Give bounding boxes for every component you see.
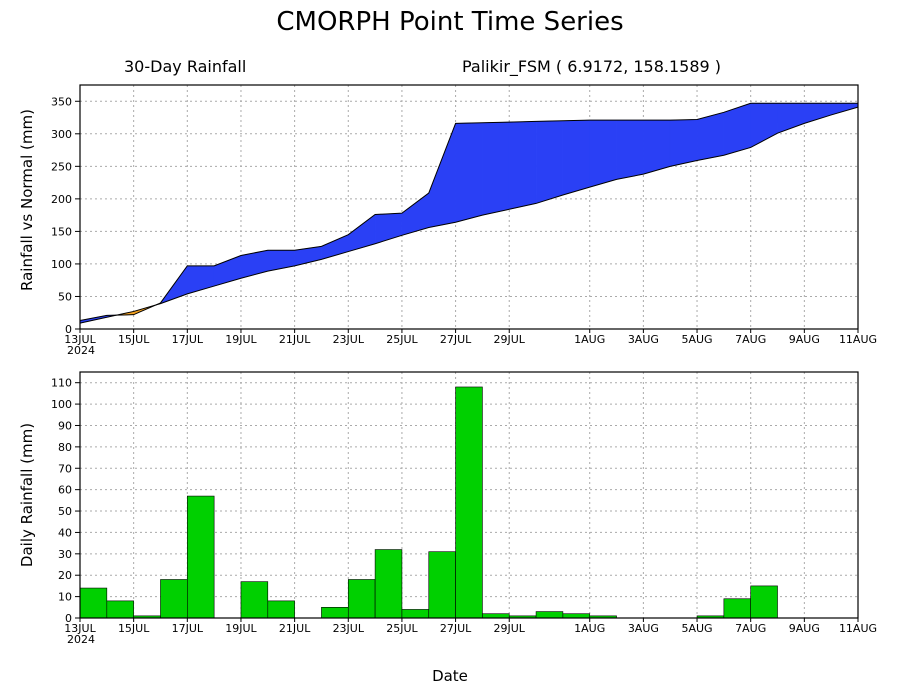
bottom-y-tick-label: 20 xyxy=(58,569,72,582)
daily-rainfall-bar xyxy=(160,579,188,619)
top-y-axis-label: Rainfall vs Normal (mm) xyxy=(18,109,36,291)
bottom-x-tick-label: 11AUG xyxy=(839,622,877,635)
above-normal-area xyxy=(643,119,671,175)
top-y-tick-label: 300 xyxy=(51,128,72,141)
daily-rainfall-panel: 0 10 20 30 40 50 60 70 80 90 100 110 13JUL 15JUL 17JUL… xyxy=(51,371,877,646)
top-x-tick-label: 27JUL xyxy=(440,333,472,346)
bottom-y-axis-label: Daily Rainfall (mm) xyxy=(18,423,36,567)
bottom-x-tick-label: 21JUL xyxy=(279,622,311,635)
bottom-y-tick-label: 30 xyxy=(58,548,72,561)
daily-rainfall-bar xyxy=(750,585,778,619)
bottom-y-tick-label: 80 xyxy=(58,441,72,454)
bottom-y-tick-label: 70 xyxy=(58,462,72,475)
bottom-x-tick-label: 17JUL xyxy=(172,622,204,635)
daily-rainfall-bar xyxy=(267,600,295,619)
chart-title: CMORPH Point Time Series xyxy=(276,7,623,37)
bottom-x-tick-label: 1AUG xyxy=(574,622,605,635)
daily-rainfall-bar xyxy=(187,495,215,619)
above-normal-area xyxy=(482,121,510,216)
top-x-tick-label: 15JUL xyxy=(118,333,150,346)
top-x-tick-label: 11AUG xyxy=(839,333,877,346)
above-normal-area xyxy=(696,112,725,161)
daily-rainfall-bar xyxy=(79,587,108,619)
top-x-tick-label: 3AUG xyxy=(628,333,659,346)
bottom-y-tick-label: 50 xyxy=(58,505,72,518)
observed-cumulative-line xyxy=(79,102,858,322)
normal-cumulative-line xyxy=(79,106,859,324)
above-normal-area xyxy=(589,119,617,188)
top-y-tick-label: 350 xyxy=(51,95,72,108)
top-x-tick-label: 1AUG xyxy=(574,333,605,346)
top-x-tick-label: 21JUL xyxy=(279,333,311,346)
daily-rainfall-bar xyxy=(455,386,483,619)
bottom-x-tick-label: 5AUG xyxy=(681,622,712,635)
chart-subtitle-right: Palikir_FSM ( 6.9172, 158.1589 ) xyxy=(462,57,721,77)
top-x-year-label: 2024 xyxy=(67,344,95,357)
bottom-y-tick-label: 100 xyxy=(51,398,72,411)
top-y-tick-label: 200 xyxy=(51,193,72,206)
bottom-x-tick-label: 19JUL xyxy=(225,622,257,635)
top-plot-frame xyxy=(79,84,859,330)
cumulative-rainfall-panel: 0 50 100 150 200 250 300 350 13JUL 15JUL 17JUL 19JU… xyxy=(51,84,877,357)
bottom-y-tick-label: 10 xyxy=(58,591,72,604)
bottom-x-year-label: 2024 xyxy=(67,633,95,646)
above-normal-area xyxy=(428,123,456,228)
above-normal-area xyxy=(616,119,644,180)
above-normal-area xyxy=(508,121,537,210)
bottom-y-tick-label: 60 xyxy=(58,484,72,497)
daily-rainfall-bar xyxy=(374,549,403,619)
bottom-x-tick-label: 3AUG xyxy=(628,622,659,635)
bottom-y-tick-label: 0 xyxy=(65,612,72,625)
above-normal-area xyxy=(562,119,590,196)
above-normal-area xyxy=(535,120,564,204)
top-x-tick-label: 19JUL xyxy=(225,333,257,346)
above-normal-area xyxy=(348,213,376,252)
bottom-x-tick-label: 27JUL xyxy=(440,622,472,635)
bottom-x-tick-label: 9AUG xyxy=(789,622,820,635)
daily-rainfall-bar xyxy=(482,613,510,619)
top-x-tick-label: 13JUL xyxy=(64,333,96,346)
top-x-tick-label: 23JUL xyxy=(333,333,365,346)
bottom-x-tick-label: 23JUL xyxy=(333,622,365,635)
daily-rainfall-bar xyxy=(562,613,591,619)
chart-subtitle-left: 30-Day Rainfall xyxy=(124,57,246,76)
daily-rainfall-bar xyxy=(535,611,564,619)
bottom-x-tick-label: 15JUL xyxy=(118,622,150,635)
top-x-tick-label: 25JUL xyxy=(386,333,418,346)
daily-rainfall-bar xyxy=(428,551,456,619)
bottom-x-tick-label: 13JUL xyxy=(64,622,96,635)
top-x-tick-label: 9AUG xyxy=(789,333,820,346)
daily-rainfall-bar xyxy=(347,579,376,619)
above-normal-area xyxy=(267,250,295,272)
top-x-tick-label: 5AUG xyxy=(681,333,712,346)
above-normal-area xyxy=(455,122,483,223)
above-normal-area xyxy=(830,102,859,116)
daily-rainfall-bar xyxy=(240,581,269,619)
bottom-x-tick-label: 29JUL xyxy=(494,622,526,635)
top-y-tick-label: 50 xyxy=(58,290,72,303)
bottom-x-tick-label: 7AUG xyxy=(735,622,766,635)
daily-rainfall-bar xyxy=(106,600,134,619)
top-x-tick-label: 7AUG xyxy=(735,333,766,346)
top-y-tick-label: 100 xyxy=(51,258,72,271)
bottom-y-tick-label: 40 xyxy=(58,526,72,539)
bottom-y-tick-label: 110 xyxy=(51,377,72,390)
daily-rainfall-bar xyxy=(723,598,751,619)
top-x-tick-label: 29JUL xyxy=(494,333,526,346)
above-normal-area xyxy=(213,255,242,287)
top-y-tick-label: 150 xyxy=(51,225,72,238)
bottom-y-tick-label: 90 xyxy=(58,419,72,432)
daily-rainfall-bar xyxy=(321,607,349,619)
daily-rainfall-bar xyxy=(401,609,430,619)
x-axis-label: Date xyxy=(432,667,468,685)
bottom-x-tick-label: 25JUL xyxy=(386,622,418,635)
bottom-plot-frame xyxy=(79,371,859,619)
top-x-tick-label: 17JUL xyxy=(172,333,204,346)
top-y-tick-label: 0 xyxy=(65,323,72,336)
above-normal-area xyxy=(669,119,698,167)
top-y-tick-label: 250 xyxy=(51,160,72,173)
above-normal-area xyxy=(804,102,832,124)
